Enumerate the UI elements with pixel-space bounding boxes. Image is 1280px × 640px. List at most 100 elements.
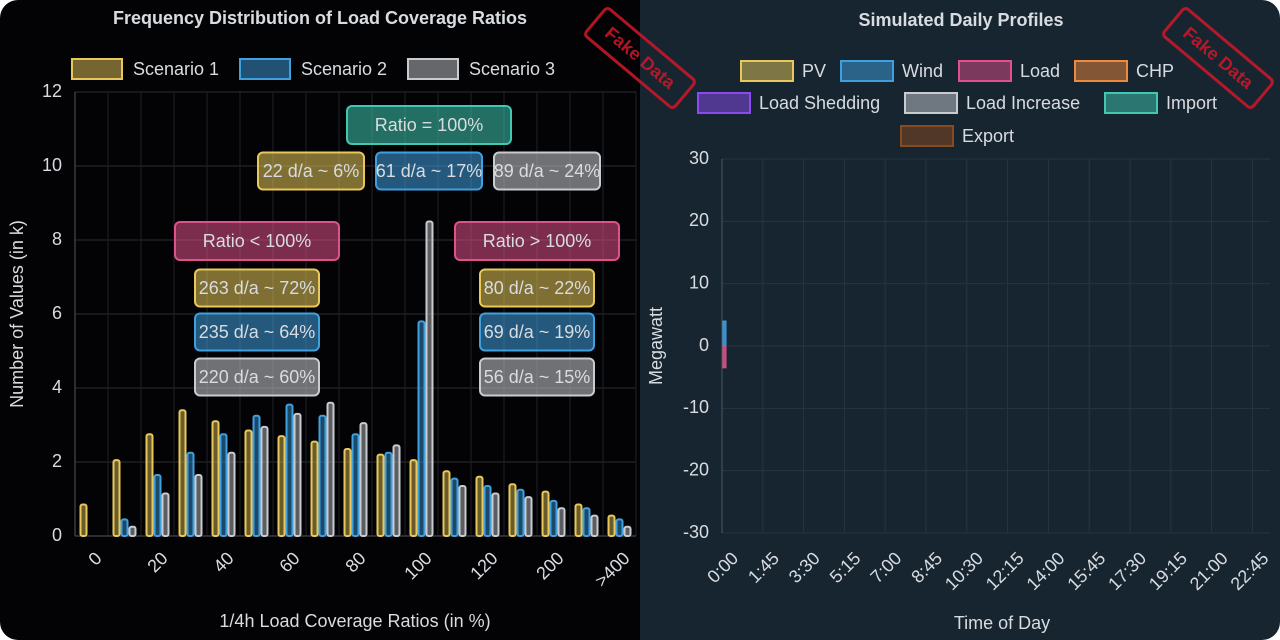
bar [120,518,129,537]
bar [483,485,492,537]
bar [458,485,467,537]
annotation-label-box [493,151,601,191]
legend-label: Import [1166,93,1217,113]
y-tick-label: 10 [42,155,62,175]
bar [277,435,286,538]
y-tick-label: -30 [683,522,709,542]
annotation-label: 80 d/a ~ 22% [484,278,591,298]
y-tick-label: 12 [42,81,62,101]
y-axis-title: Megawatt [646,307,666,385]
annotation-label-box [375,151,483,191]
y-tick-label: 20 [689,210,709,230]
bar [524,496,533,537]
bar [326,401,335,537]
legend-swatch [740,60,794,82]
legend-label: Load [1020,61,1060,81]
bar [516,488,525,537]
legend-label: Scenario 1 [133,59,219,79]
bar [128,525,137,537]
y-tick-label: 2 [52,451,62,471]
bar [310,440,319,537]
annotation-label: 61 d/a ~ 17% [376,161,483,181]
y-axis-title: Number of Values (in k) [7,220,27,408]
legend-swatch [1104,92,1158,114]
annotation-label: 235 d/a ~ 64% [199,322,316,342]
legend-label: Load Shedding [759,93,880,113]
bar [285,403,294,537]
annotation-label: 89 d/a ~ 24% [494,161,601,181]
legend-label: Scenario 2 [301,59,387,79]
annotation-label-box [194,268,320,308]
y-tick-label: 10 [689,272,709,292]
annotation-label-box [194,312,320,352]
y-tick-label: 0 [52,525,62,545]
annotation-header-box [174,221,340,261]
legend-label: Wind [902,61,943,81]
watermark-border [584,7,696,109]
annotation-header: Ratio > 100% [483,231,592,251]
bar [293,412,302,537]
annotation-label: 22 d/a ~ 6% [263,161,360,181]
bar [574,503,583,537]
bar [161,492,170,538]
annotation-label: 220 d/a ~ 60% [199,367,316,387]
y-tick-label: -10 [683,397,709,417]
bar [153,473,162,538]
bar [425,220,434,537]
bar [112,459,121,537]
annotation-label-box [479,268,595,308]
bar [623,525,632,537]
bar [384,451,393,537]
bar [549,499,558,538]
legend-swatch [900,125,954,147]
watermark-border [1162,7,1274,109]
legend-swatch [904,92,958,114]
annotation-label-box [479,312,595,352]
bar [376,453,385,538]
bar [442,470,451,537]
y-tick-label: 6 [52,303,62,323]
annotation-header: Ratio = 100% [375,115,484,135]
legend-swatch [71,58,123,80]
bar [343,448,352,537]
legend-swatch [1074,60,1128,82]
legend-swatch [958,60,1012,82]
x-axis-title: Time of Day [954,613,1050,633]
legend-swatch [407,58,459,80]
legend-label: Scenario 3 [469,59,555,79]
bar [79,503,88,537]
bar [557,507,566,537]
bar [541,490,550,538]
bar [409,459,418,537]
legend-label: Load Increase [966,93,1080,113]
bar [186,451,195,537]
bar [607,514,616,538]
bar [722,345,727,369]
annotation-header-box [454,221,620,261]
bar [178,409,187,538]
y-tick-label: 30 [689,148,709,168]
right-panel [640,0,1280,640]
annotation-label: 263 d/a ~ 72% [199,278,316,298]
y-tick-label: 0 [699,335,709,355]
annotation-header: Ratio < 100% [203,231,312,251]
panel-fill [640,0,670,640]
legend-swatch [239,58,291,80]
bar [227,451,236,537]
bar [590,514,599,538]
bar [475,475,484,537]
annotation-label-box [257,151,365,191]
bar [392,444,401,538]
bar [722,320,727,347]
bar [491,492,500,538]
bar [615,518,624,537]
y-tick-label: 4 [52,377,62,397]
x-axis-title: 1/4h Load Coverage Ratios (in %) [219,611,490,631]
annotation-header-box [346,105,512,145]
chart-title: Frequency Distribution of Load Coverage … [113,8,527,28]
bar [508,483,517,538]
y-tick-label: 8 [52,229,62,249]
bar [318,414,327,537]
annotation-label-box [194,357,320,397]
